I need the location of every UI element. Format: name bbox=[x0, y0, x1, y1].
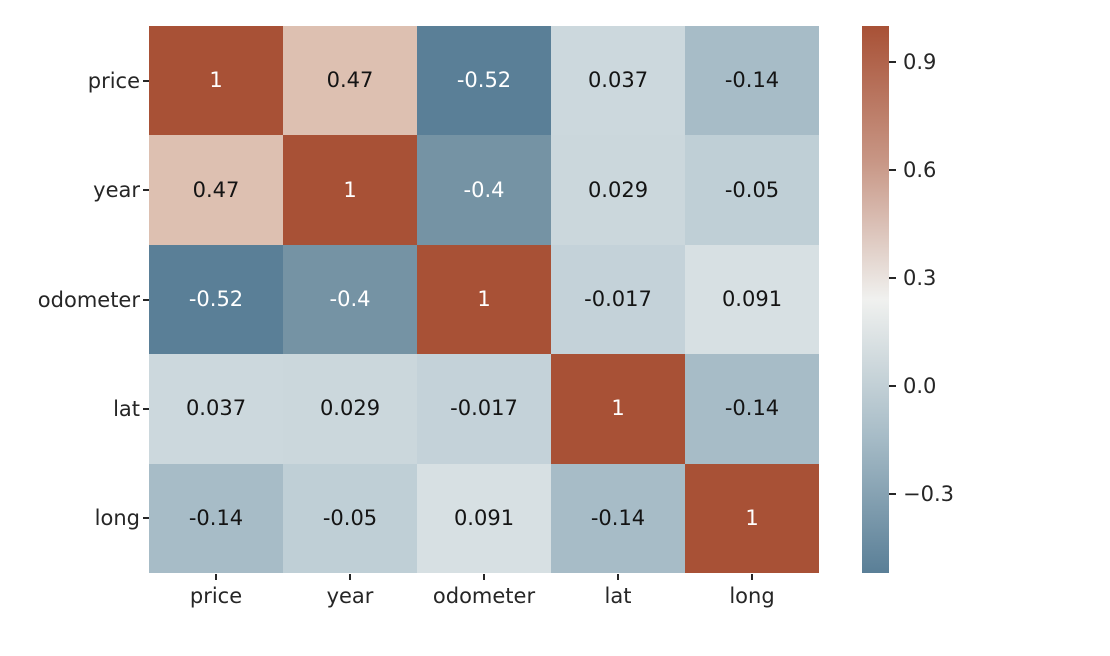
x-tick-mark bbox=[751, 574, 753, 580]
heatmap-cell: 0.091 bbox=[417, 463, 551, 573]
heatmap-cell: 0.037 bbox=[149, 354, 283, 464]
x-tick-mark bbox=[215, 574, 217, 580]
x-tick-mark bbox=[483, 574, 485, 580]
x-tick-mark bbox=[349, 574, 351, 580]
colorbar-tick-label: 0.9 bbox=[903, 49, 937, 74]
cell-value: 1 bbox=[209, 68, 223, 93]
heatmap-cell: -0.05 bbox=[685, 135, 819, 245]
cell-value: -0.4 bbox=[329, 286, 371, 311]
y-tick-mark bbox=[143, 517, 149, 520]
x-tick-label: year bbox=[326, 584, 374, 608]
cell-value: 0.47 bbox=[326, 68, 374, 93]
colorbar-tick-mark bbox=[889, 492, 896, 495]
x-tick-label: price bbox=[189, 584, 243, 608]
colorbar-tick-mark bbox=[889, 384, 896, 387]
heatmap-cell: -0.4 bbox=[283, 244, 417, 355]
colorbar-tick-mark bbox=[889, 168, 896, 171]
x-tick-label: long bbox=[729, 584, 775, 608]
y-tick-label: lat bbox=[113, 396, 140, 421]
heatmap-cell: -0.14 bbox=[551, 463, 685, 573]
heatmap-cell: 0.47 bbox=[283, 26, 417, 136]
cell-value: 0.091 bbox=[453, 505, 515, 530]
heatmap-cell: -0.14 bbox=[149, 463, 283, 573]
cell-value: -0.14 bbox=[724, 68, 780, 93]
cell-value: -0.14 bbox=[590, 505, 646, 530]
cell-value: -0.52 bbox=[188, 286, 244, 311]
heatmap-cell: -0.14 bbox=[685, 26, 819, 136]
cell-value: -0.4 bbox=[463, 177, 505, 202]
colorbar-tick-label: 0.3 bbox=[903, 265, 937, 290]
y-tick-mark bbox=[143, 298, 149, 301]
heatmap-cell: 1 bbox=[685, 463, 819, 573]
cell-value: -0.14 bbox=[724, 396, 780, 421]
cell-value: 1 bbox=[343, 177, 357, 202]
colorbar-tick-mark bbox=[889, 60, 896, 63]
heatmap-cell: 0.029 bbox=[551, 135, 685, 245]
cell-value: -0.05 bbox=[322, 505, 378, 530]
cell-value: 0.091 bbox=[721, 286, 783, 311]
heatmap-cell: 0.091 bbox=[685, 244, 819, 355]
x-tick-mark bbox=[617, 574, 619, 580]
cell-value: 1 bbox=[477, 286, 491, 311]
cell-value: 0.029 bbox=[319, 396, 381, 421]
heatmap-cell: 1 bbox=[283, 135, 417, 245]
heatmap-cell: 0.47 bbox=[149, 135, 283, 245]
heatmap-cell: -0.017 bbox=[417, 354, 551, 464]
cell-value: 0.029 bbox=[587, 177, 649, 202]
cell-value: 1 bbox=[611, 396, 625, 421]
x-tick-label: odometer bbox=[432, 584, 536, 608]
cell-value: -0.017 bbox=[584, 286, 652, 311]
heatmap-cell: -0.05 bbox=[283, 463, 417, 573]
y-tick-mark bbox=[143, 189, 149, 192]
y-tick-label: price bbox=[87, 68, 140, 93]
y-tick-mark bbox=[143, 79, 149, 82]
cell-value: 1 bbox=[745, 505, 759, 530]
y-tick-label: year bbox=[93, 178, 140, 203]
colorbar-tick-mark bbox=[889, 276, 896, 279]
y-tick-label: odometer bbox=[37, 287, 140, 312]
cell-value: -0.52 bbox=[456, 68, 512, 93]
cell-value: -0.14 bbox=[188, 505, 244, 530]
cell-value: -0.05 bbox=[724, 177, 780, 202]
heatmap-cell: -0.14 bbox=[685, 354, 819, 464]
heatmap-cell: -0.52 bbox=[417, 26, 551, 136]
colorbar-tick-label: −0.3 bbox=[903, 481, 954, 506]
cell-value: 0.037 bbox=[587, 68, 649, 93]
heatmap-cell: 0.037 bbox=[551, 26, 685, 136]
heatmap-cell: 1 bbox=[149, 26, 283, 136]
heatmap-cell: 1 bbox=[417, 244, 551, 355]
heatmap-cell: -0.52 bbox=[149, 244, 283, 355]
cell-value: 0.037 bbox=[185, 396, 247, 421]
cell-value: 0.47 bbox=[192, 177, 240, 202]
heatmap-cell: -0.4 bbox=[417, 135, 551, 245]
heatmap-cell: 0.029 bbox=[283, 354, 417, 464]
heatmap-grid: 1 0.47 -0.52 0.037 -0.14 0.47 1 -0.4 0.029 -0.05 -… bbox=[149, 26, 819, 573]
x-tick-label: lat bbox=[604, 584, 632, 608]
colorbar-tick-label: 0.6 bbox=[903, 157, 937, 182]
colorbar-tick-label: 0.0 bbox=[903, 373, 937, 398]
y-tick-label: long bbox=[94, 506, 140, 531]
colorbar-gradient bbox=[862, 26, 889, 573]
cell-value: -0.017 bbox=[450, 396, 518, 421]
heatmap-cell: 1 bbox=[551, 354, 685, 464]
heatmap-cell: -0.017 bbox=[551, 244, 685, 355]
y-tick-mark bbox=[143, 407, 149, 410]
